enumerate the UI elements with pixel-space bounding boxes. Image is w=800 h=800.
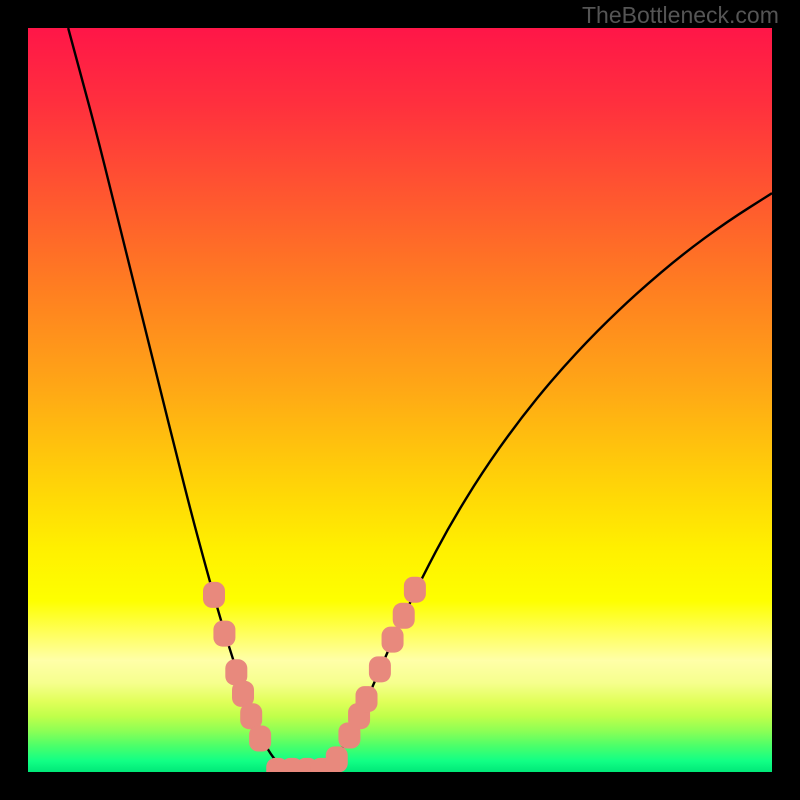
chart-svg	[28, 28, 772, 772]
curve-marker	[393, 603, 415, 629]
plot-area	[28, 28, 772, 772]
curve-marker	[382, 627, 404, 653]
curve-marker	[213, 621, 235, 647]
watermark-label: TheBottleneck.com	[582, 2, 779, 29]
curve-marker	[249, 726, 271, 752]
curve-marker	[404, 577, 426, 603]
curve-marker	[326, 746, 348, 772]
gradient-background	[28, 28, 772, 772]
curve-marker	[369, 656, 391, 682]
curve-marker	[356, 686, 378, 712]
curve-marker	[232, 681, 254, 707]
curve-marker	[203, 582, 225, 608]
curve-marker	[240, 703, 262, 729]
